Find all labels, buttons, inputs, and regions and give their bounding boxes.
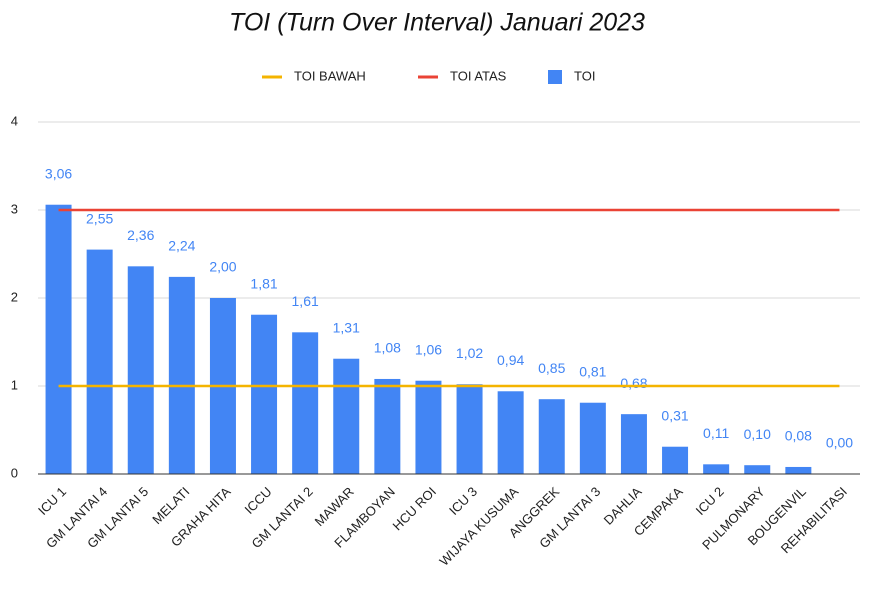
y-tick-label: 1 xyxy=(11,377,18,392)
chart-title: TOI (Turn Over Interval) Januari 2023 xyxy=(229,9,645,37)
data-label: 0,68 xyxy=(620,375,647,391)
data-label: 0,11 xyxy=(703,425,729,441)
data-label: 2,55 xyxy=(86,210,113,226)
data-label: 0,10 xyxy=(744,426,771,442)
data-label: 1,02 xyxy=(456,345,483,361)
bar xyxy=(785,466,812,474)
x-tick-label: ICU 1 xyxy=(35,484,69,518)
bar xyxy=(45,204,72,474)
bar xyxy=(538,399,565,474)
y-tick-label: 4 xyxy=(11,113,18,128)
bar xyxy=(662,446,689,474)
bar xyxy=(703,464,730,474)
data-label: 1,81 xyxy=(250,275,277,291)
data-label: 0,94 xyxy=(497,352,524,368)
bar xyxy=(620,414,647,474)
data-label: 0,00 xyxy=(826,435,853,451)
bar xyxy=(292,332,319,474)
data-label: 2,36 xyxy=(127,227,154,243)
data-label: 1,61 xyxy=(292,293,319,309)
data-label: 1,31 xyxy=(333,319,360,335)
x-tick-label: HCU ROI xyxy=(390,484,439,533)
bar xyxy=(374,378,401,474)
bar xyxy=(333,358,360,474)
bar xyxy=(251,314,278,474)
legend-label: TOI xyxy=(574,68,595,83)
legend-swatch xyxy=(548,70,562,84)
data-label: 1,08 xyxy=(374,340,401,356)
data-label: 3,06 xyxy=(45,165,72,181)
data-label: 0,85 xyxy=(538,360,565,376)
bar xyxy=(497,391,524,474)
bar xyxy=(579,402,606,474)
x-tick-label: ICCU xyxy=(242,484,275,517)
data-label: 0,08 xyxy=(785,428,812,444)
data-label: 1,06 xyxy=(415,341,442,357)
y-tick-label: 3 xyxy=(11,201,18,216)
y-tick-label: 0 xyxy=(11,465,18,480)
data-label: 0,81 xyxy=(579,363,606,379)
bar xyxy=(744,465,771,474)
bar xyxy=(456,384,483,474)
legend-label: TOI BAWAH xyxy=(294,68,366,83)
data-label: 2,00 xyxy=(209,259,236,275)
legend-label: TOI ATAS xyxy=(450,68,507,83)
bar xyxy=(86,249,113,474)
y-tick-label: 2 xyxy=(11,289,18,304)
bar xyxy=(127,266,154,474)
data-label: 0,31 xyxy=(661,407,688,423)
data-label: 2,24 xyxy=(168,238,195,254)
x-tick-label: ICU 3 xyxy=(446,484,480,518)
bar xyxy=(168,276,195,474)
x-tick-label: ICU 2 xyxy=(693,484,727,518)
bar xyxy=(415,380,442,474)
